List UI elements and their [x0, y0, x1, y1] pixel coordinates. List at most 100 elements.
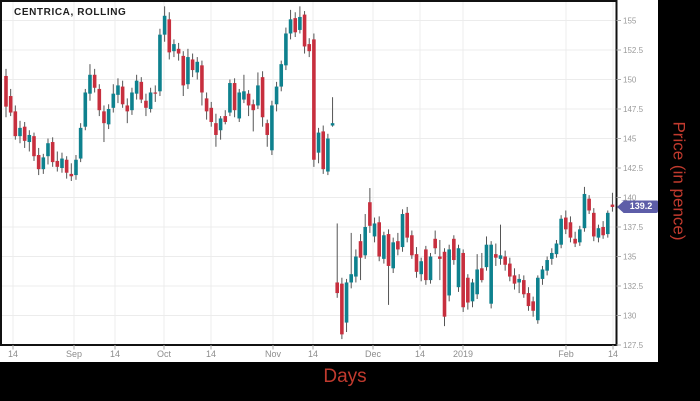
price-chart[interactable]: 155 152.5 150 147.5 145 142.5 140 137.5 135 132.5…	[0, 0, 658, 362]
y-tick-label: 140	[623, 194, 637, 203]
candle-body	[162, 15, 167, 35]
y-axis-title-text: Price (in pence)	[670, 121, 689, 241]
y-axis-title: Price (in pence)	[658, 0, 700, 362]
candle-body	[8, 96, 13, 113]
y-tick-label: 150	[623, 76, 637, 85]
candle-body	[414, 254, 419, 272]
candle-body	[587, 198, 591, 211]
candle-body	[223, 116, 228, 122]
candle-body	[559, 218, 563, 245]
candle-body	[386, 234, 391, 266]
candle-body	[526, 293, 531, 307]
candle-body	[228, 83, 232, 113]
candle-body	[335, 282, 340, 294]
candle-body	[475, 269, 479, 295]
y-tick-label: 135	[623, 253, 637, 262]
candle-body	[204, 98, 209, 112]
x-tick-label: 14	[206, 349, 216, 359]
candle-body	[400, 214, 405, 248]
candle-body	[125, 105, 130, 112]
candle-body	[489, 244, 493, 304]
candle-body	[405, 212, 409, 238]
candle-body	[74, 159, 78, 176]
y-tick-label: 147.5	[623, 105, 644, 114]
candle-body	[214, 123, 218, 135]
candle-body	[106, 109, 111, 125]
candle-body	[321, 131, 326, 170]
candle-body	[545, 260, 549, 271]
y-tick-label: 155	[623, 17, 637, 26]
candle-body	[517, 278, 521, 283]
x-tick-label: 14	[415, 349, 425, 359]
candle-body	[4, 75, 8, 107]
candle-body	[452, 238, 456, 261]
candle-body	[554, 243, 559, 255]
candle-body	[358, 241, 363, 258]
candle-body	[78, 127, 83, 159]
y-tick-label: 145	[623, 135, 637, 144]
candle-body	[484, 244, 489, 268]
candle-body	[596, 228, 601, 238]
candle-body	[246, 93, 251, 106]
candle-body	[139, 81, 144, 100]
candle-body	[148, 92, 153, 109]
y-tick-label: 127.5	[623, 341, 644, 350]
candle-body	[232, 83, 237, 111]
candle-body	[130, 92, 134, 111]
candle-body	[69, 173, 74, 177]
candle-body	[32, 136, 36, 157]
candle-body	[279, 64, 284, 87]
x-tick-label: Dec	[365, 349, 382, 359]
candle-body	[27, 134, 32, 143]
candle-body	[363, 227, 368, 256]
candle-body	[50, 142, 55, 163]
x-tick-label: 14	[308, 349, 318, 359]
candle-body	[456, 248, 461, 288]
x-tick-label: 2019	[453, 349, 473, 359]
candle-body	[186, 57, 190, 85]
candle-body	[88, 74, 92, 94]
candle-body	[97, 88, 102, 111]
candle-body	[251, 104, 256, 111]
candle-body	[419, 261, 423, 275]
candle-body	[316, 132, 321, 153]
x-axis-title: Days	[323, 366, 367, 387]
candle-body	[46, 143, 50, 157]
candle-body	[368, 202, 372, 226]
x-tick-label: Nov	[265, 349, 282, 359]
candle-body	[522, 280, 526, 295]
candle-body	[540, 269, 545, 279]
plot-border	[0, 0, 618, 346]
candle-body	[508, 263, 512, 277]
candle-body	[41, 157, 46, 170]
x-tick-label: Feb	[558, 349, 574, 359]
candle-body	[424, 249, 428, 281]
candle-body	[498, 255, 503, 259]
candle-body	[284, 33, 288, 66]
candle-body	[134, 80, 139, 94]
candle-body	[116, 85, 120, 95]
candle-body	[172, 44, 176, 52]
candle-body	[480, 268, 484, 281]
candle-body	[466, 277, 470, 303]
candle-body	[144, 100, 148, 108]
candle-body	[200, 65, 204, 93]
candle-body	[209, 107, 214, 122]
candle-body	[190, 59, 195, 71]
x-tick-label: 14	[110, 349, 120, 359]
candle-body	[428, 256, 433, 281]
candle-body	[265, 123, 270, 135]
y-tick-label: 137.5	[623, 223, 644, 232]
candle-body	[242, 91, 246, 100]
candle-body	[564, 217, 568, 230]
candle-body	[494, 254, 498, 258]
x-tick-label: Oct	[157, 349, 172, 359]
candle-body	[591, 212, 596, 237]
candle-body	[447, 249, 451, 296]
candle-body	[410, 235, 414, 256]
candle-body	[512, 275, 517, 284]
candle-body	[433, 238, 437, 249]
candle-body	[167, 19, 172, 53]
candle-body	[302, 14, 307, 47]
